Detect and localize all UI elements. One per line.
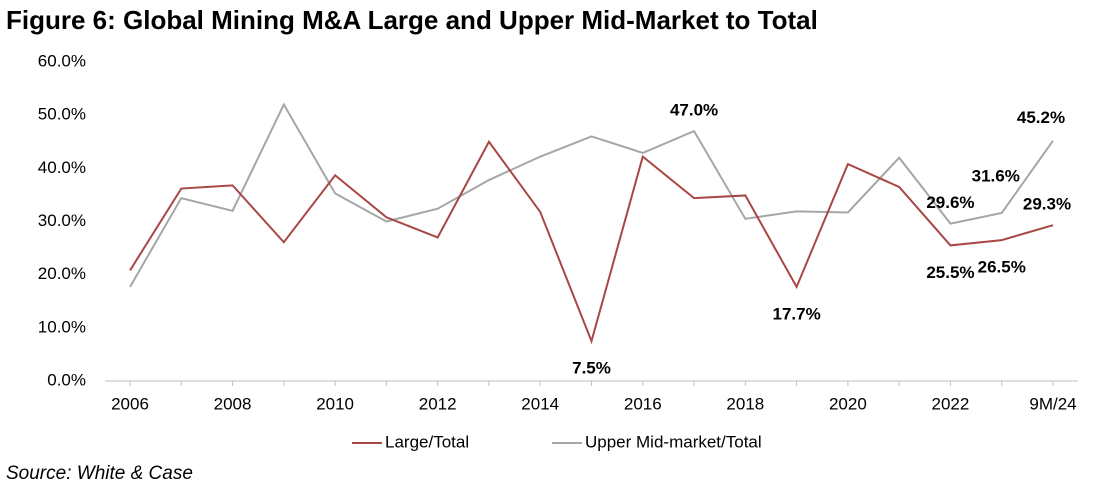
- y-tick-label: 40.0%: [38, 158, 86, 177]
- x-tick-label: 2008: [214, 394, 252, 413]
- x-tick-label: 2014: [521, 394, 559, 413]
- y-tick-label: 20.0%: [38, 264, 86, 283]
- y-tick-label: 60.0%: [38, 51, 86, 70]
- legend-label: Upper Mid-market/Total: [585, 432, 762, 451]
- x-tick-label: 2018: [726, 394, 764, 413]
- data-label: 29.6%: [926, 193, 974, 212]
- y-tick-label: 50.0%: [38, 105, 86, 124]
- x-tick-label: 2016: [624, 394, 662, 413]
- line-series: [129, 102, 1054, 288]
- data-label: 29.3%: [1023, 195, 1071, 214]
- source: Source: White & Case: [6, 463, 193, 484]
- y-tick-label: 30.0%: [38, 211, 86, 230]
- y-tick-label: 0.0%: [47, 370, 86, 389]
- x-tick-label: 2022: [932, 394, 970, 413]
- x-tick-label: 2020: [829, 394, 867, 413]
- data-label: 31.6%: [972, 166, 1020, 185]
- data-label: 45.2%: [1017, 108, 1065, 127]
- x-tick-label: 2010: [316, 394, 354, 413]
- legend-label: Large/Total: [385, 432, 469, 451]
- data-label: 26.5%: [978, 258, 1026, 277]
- x-tick-label: 2006: [111, 394, 149, 413]
- data-label: 47.0%: [670, 101, 718, 120]
- data-label: 25.5%: [926, 263, 974, 282]
- y-tick-label: 10.0%: [38, 317, 86, 336]
- chart-title: Figure 6: Global Mining M&A Large and Up…: [6, 5, 818, 35]
- x-tick-label: 2012: [419, 394, 457, 413]
- x-tick-label: 9M/24: [1029, 394, 1076, 413]
- data-label: 7.5%: [572, 359, 611, 378]
- data-label: 17.7%: [773, 304, 821, 323]
- line-series: [129, 139, 1054, 345]
